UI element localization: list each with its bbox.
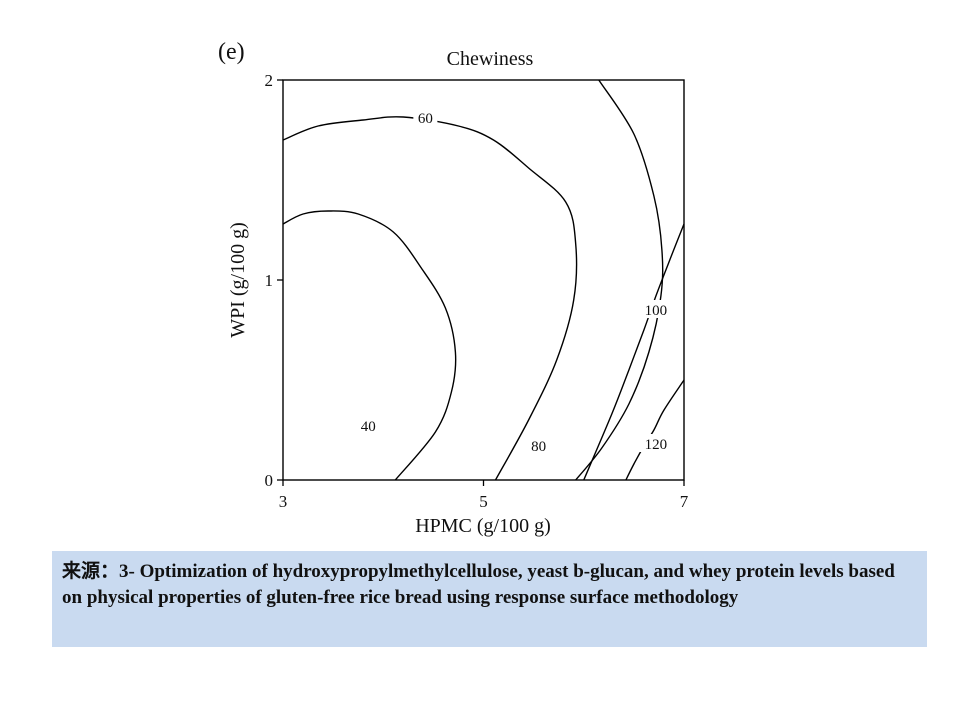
chart-title: Chewiness xyxy=(447,48,534,70)
contour-labels: 40 60 80 100 120 xyxy=(356,108,672,455)
y-tick-label: 2 xyxy=(265,71,274,90)
x-tick-label: 7 xyxy=(680,492,689,511)
x-tick-label: 5 xyxy=(479,492,488,511)
contour-line-40 xyxy=(283,211,456,480)
x-tick-label: 3 xyxy=(279,492,288,511)
panel-label: (e) xyxy=(218,39,245,65)
contour-line-80 xyxy=(576,80,663,480)
contour-label-100: 100 xyxy=(645,303,668,319)
axis-ticks: 3 5 7 0 1 2 xyxy=(265,71,689,511)
x-axis-label: HPMC (g/100 g) xyxy=(415,515,551,537)
contour-label-60: 60 xyxy=(418,111,433,127)
contour-label-40: 40 xyxy=(361,419,376,435)
plot-area-frame xyxy=(283,80,684,480)
y-axis-label: WPI (g/100 g) xyxy=(227,222,249,338)
contour-chart: (e) Chewiness 3 5 7 0 1 2 40 60 80 100 120 HPMC (… xyxy=(0,0,960,560)
contour-label-120: 120 xyxy=(645,437,668,453)
y-tick-label: 0 xyxy=(265,471,274,490)
contour-line-120 xyxy=(626,380,684,480)
y-tick-label: 1 xyxy=(265,271,274,290)
source-caption: 来源：3- Optimization of hydroxypropylmethy… xyxy=(52,551,927,647)
contour-lines xyxy=(283,80,684,480)
contour-label-80: 80 xyxy=(531,439,546,455)
contour-line-60 xyxy=(283,117,577,480)
